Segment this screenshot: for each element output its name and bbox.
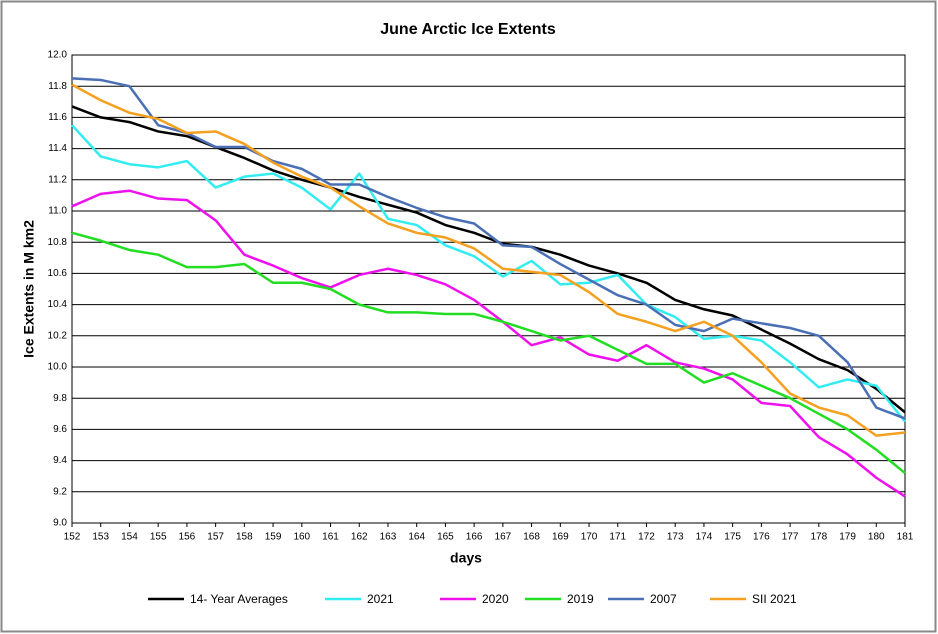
series-line [71,231,906,475]
y-axis-label: Ice Extents in M km2 [21,220,37,358]
y-tick-label: 10.8 [48,237,68,248]
legend-label: 2020 [482,592,509,606]
x-tick-label: 168 [523,532,540,543]
x-tick-label: 166 [466,532,483,543]
chart-title: June Arctic Ice Extents [380,21,556,38]
y-tick-label: 11.4 [48,143,67,154]
series-line [71,77,906,420]
x-tick-label: 167 [495,532,512,543]
y-tick-label: 11.8 [48,81,67,92]
x-tick-label: 152 [64,532,81,543]
x-tick-label: 180 [868,532,885,543]
legend-label: 2007 [650,592,677,606]
x-axis-label: days [450,550,482,566]
x-tick-label: 160 [293,532,310,543]
x-tick-label: 177 [782,532,799,543]
y-tick-label: 10.6 [48,268,68,279]
y-tick-label: 10.2 [48,330,68,341]
y-tick-label: 9.8 [53,393,67,404]
x-tick-label: 164 [408,532,425,543]
x-tick-label: 176 [753,532,770,543]
x-tick-label: 169 [552,532,569,543]
legend-label: SII 2021 [752,592,797,606]
y-tick-label: 12.0 [48,50,68,61]
series-line [71,83,906,437]
x-tick-label: 174 [696,532,713,543]
series-line [71,124,906,423]
x-tick-label: 153 [92,532,109,543]
x-tick-label: 181 [897,532,914,543]
x-tick-label: 156 [179,532,196,543]
x-tick-label: 179 [839,532,856,543]
x-tick-label: 173 [667,532,684,543]
y-tick-label: 10.0 [48,362,68,373]
y-tick-label: 11.0 [48,206,67,217]
x-tick-label: 154 [121,532,138,543]
legend-label: 2021 [367,592,394,606]
x-tick-label: 172 [638,532,655,543]
y-tick-label: 9.6 [53,424,67,435]
y-tick-label: 9.2 [53,486,67,497]
x-tick-label: 159 [265,532,282,543]
x-tick-label: 157 [207,532,224,543]
x-tick-label: 163 [380,532,397,543]
x-tick-label: 158 [236,532,253,543]
x-tick-label: 161 [322,532,339,543]
x-tick-label: 171 [609,532,626,543]
y-tick-label: 9.4 [53,455,67,466]
y-tick-label: 11.6 [48,112,67,123]
plot-area [71,54,906,524]
x-tick-label: 162 [351,532,368,543]
y-tick-label: 11.2 [48,174,67,185]
legend-label: 14- Year Averages [190,592,288,606]
y-tick-label: 10.4 [48,299,68,310]
x-tick-label: 170 [581,532,598,543]
x-tick-label: 175 [724,532,741,543]
y-tick-label: 9.0 [53,518,67,529]
x-tick-label: 155 [150,532,167,543]
legend-label: 2019 [567,592,594,606]
x-tick-label: 165 [437,532,454,543]
series-line [71,189,906,498]
x-tick-label: 178 [810,532,827,543]
